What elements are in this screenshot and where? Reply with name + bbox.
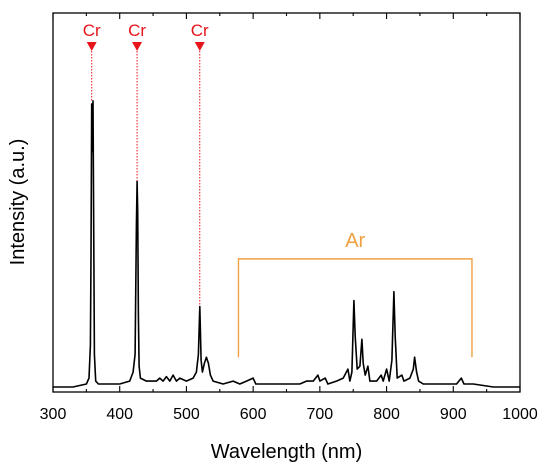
x-tick-label: 1000: [502, 406, 538, 423]
peak-label-cr: Cr: [191, 21, 209, 40]
x-tick-label: 900: [440, 406, 467, 423]
peak-label-cr: Cr: [128, 21, 146, 40]
plot-frame: [52, 12, 521, 393]
peak-marker-triangle: [194, 42, 205, 51]
x-tick-label: 500: [173, 406, 200, 423]
peak-marker-triangle: [86, 42, 97, 51]
spectrum-line: [53, 100, 520, 388]
x-tick-labels: 300 400 500 600 700 800 900 1000: [40, 406, 538, 423]
x-axis-title: Wavelength (nm): [211, 441, 363, 463]
x-tick-label: 400: [106, 406, 133, 423]
ar-region-bracket: [237, 258, 473, 358]
y-axis-title: Intensity (a.u.): [7, 139, 29, 266]
x-tick-label: 800: [373, 406, 400, 423]
series-layer: [53, 100, 520, 388]
x-tick-label: 300: [40, 406, 67, 423]
annotations: Cr Cr Cr Ar: [83, 21, 473, 358]
x-tick-label: 700: [307, 406, 334, 423]
region-label-ar: Ar: [345, 230, 365, 252]
peak-marker-triangle: [132, 42, 143, 51]
axis-ticks: [52, 13, 521, 392]
peak-label-cr: Cr: [83, 21, 101, 40]
x-tick-label: 600: [240, 406, 267, 423]
